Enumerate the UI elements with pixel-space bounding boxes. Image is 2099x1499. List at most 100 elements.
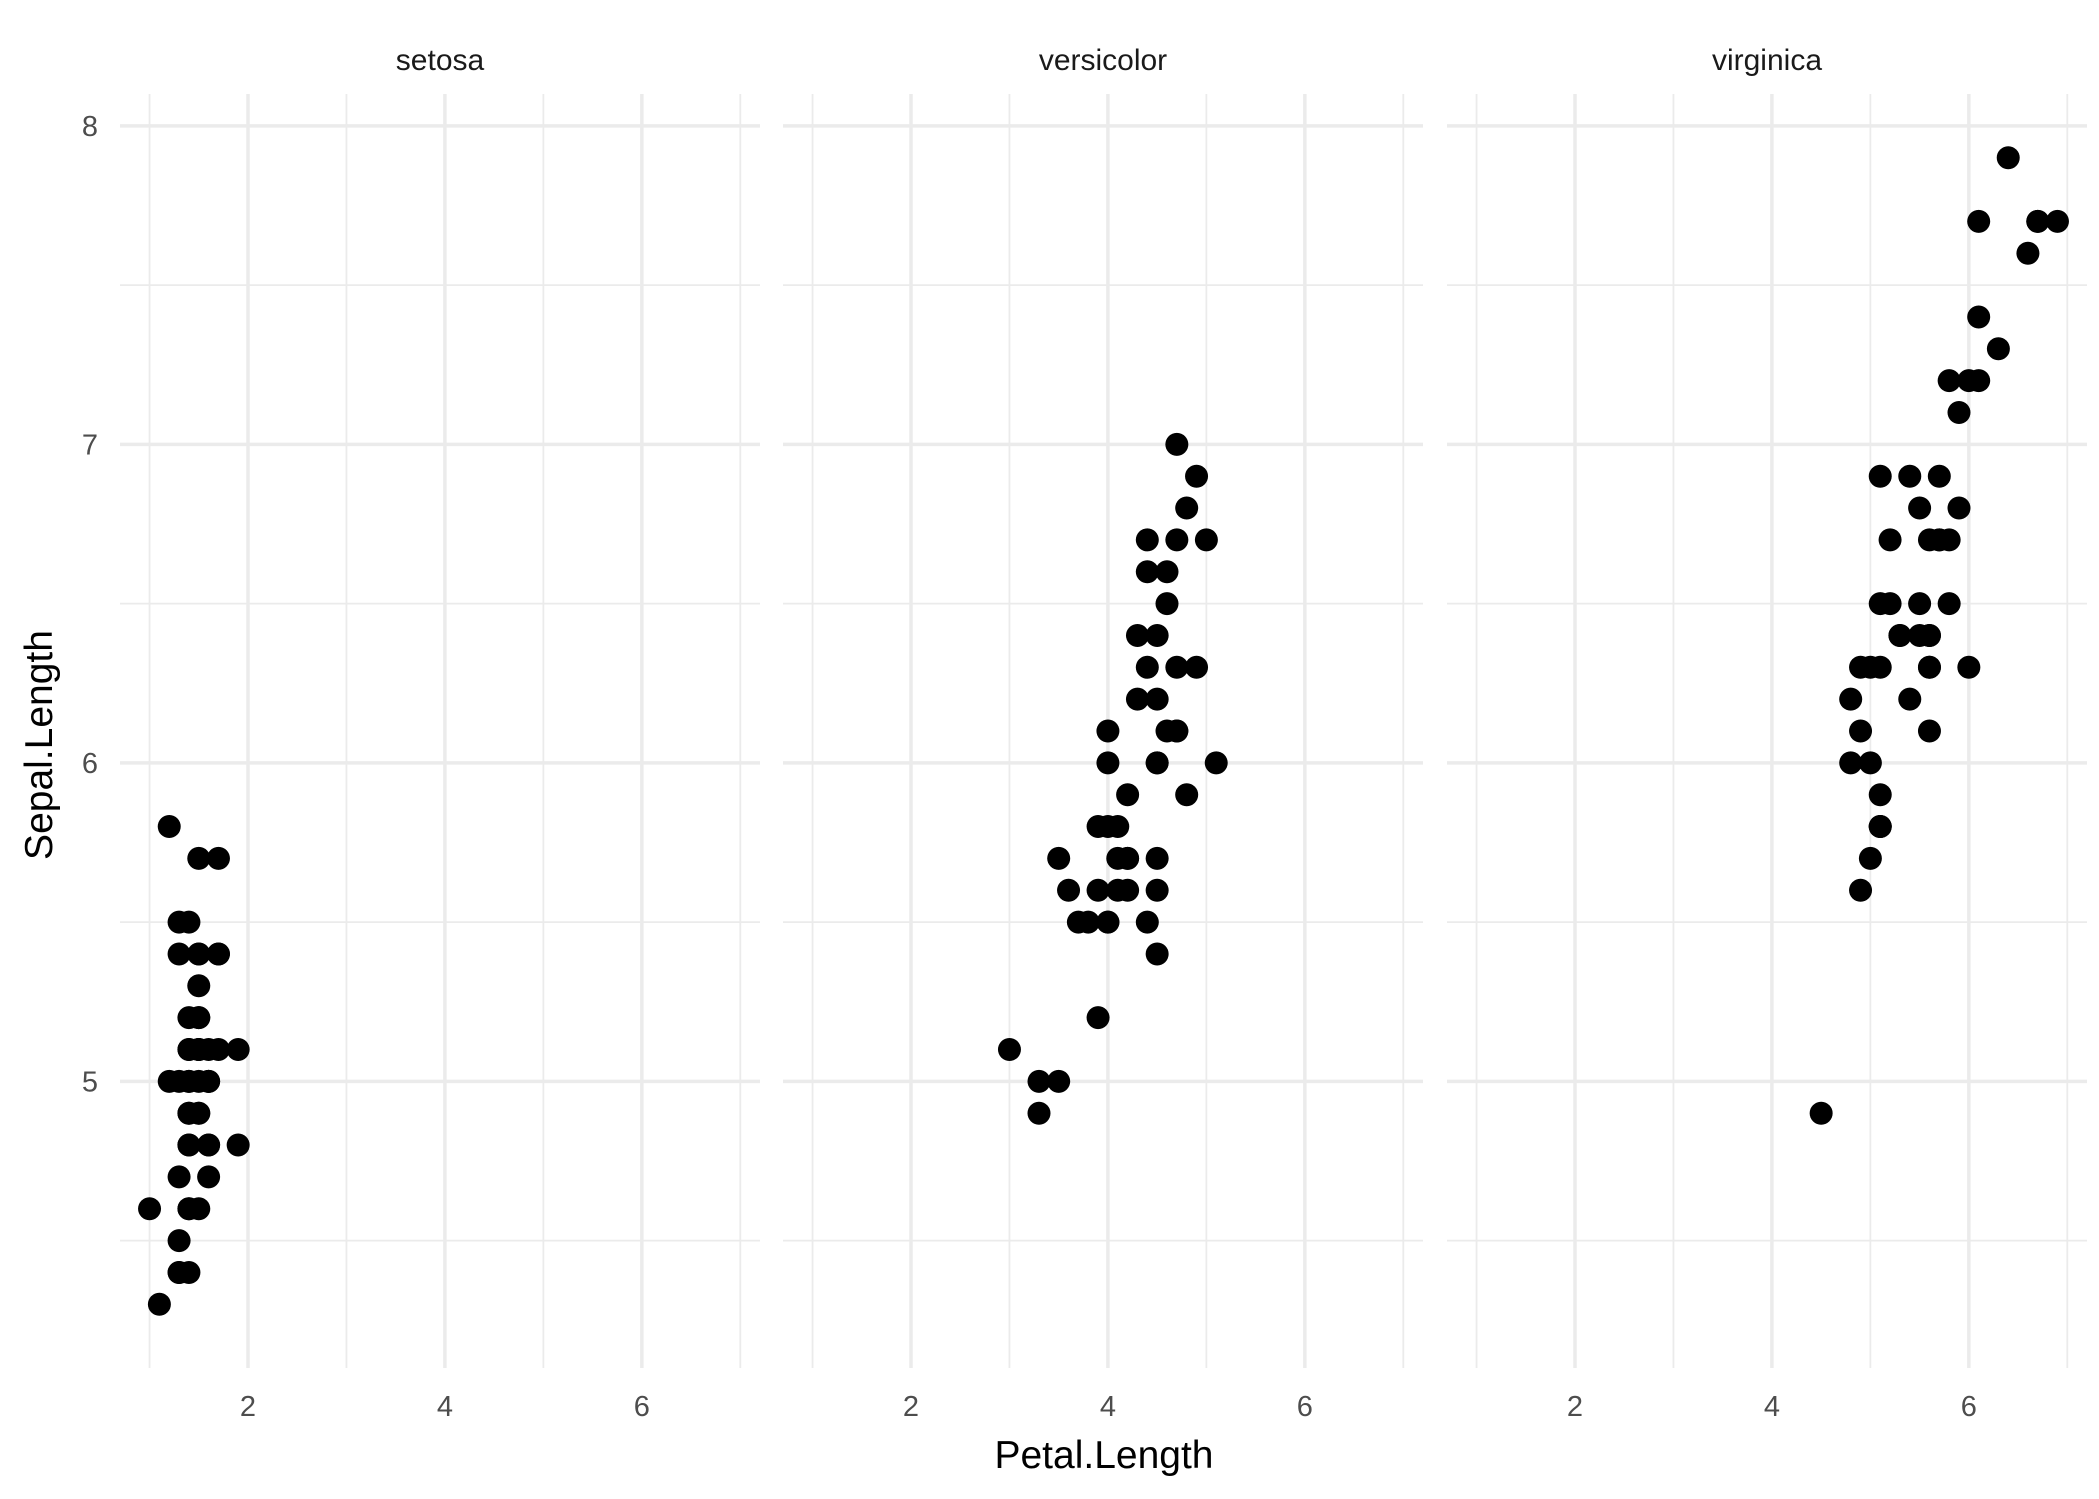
points-versicolor [997, 432, 1228, 1125]
data-point [1858, 846, 1882, 870]
y-tick-label: 6 [82, 748, 98, 780]
data-point [1096, 719, 1120, 743]
data-point [147, 1292, 171, 1316]
data-point [1917, 655, 1941, 679]
data-point [1888, 623, 1912, 647]
x-tick-label: 2 [1567, 1391, 1583, 1423]
data-point [1868, 815, 1892, 839]
data-point [1908, 623, 1932, 647]
data-point [1986, 337, 2010, 361]
data-point [1898, 464, 1922, 488]
data-point [1937, 592, 1961, 616]
data-point [1027, 1101, 1051, 1125]
data-point [1145, 623, 1169, 647]
data-point [1135, 910, 1159, 934]
data-point [206, 846, 230, 870]
data-point [1858, 655, 1882, 679]
data-point [1858, 751, 1882, 775]
data-point [1839, 687, 1863, 711]
data-point [197, 1038, 221, 1061]
data-point [1145, 878, 1169, 902]
data-point [1937, 369, 1961, 393]
data-point [1927, 528, 1951, 552]
data-point [187, 1006, 211, 1030]
data-point [1106, 846, 1130, 870]
data-point [1155, 592, 1179, 616]
facet-panel-setosa: 2 4 6 setosa [120, 44, 760, 1423]
data-point [1996, 146, 2020, 170]
data-point [1849, 878, 1873, 902]
data-point [2016, 241, 2040, 265]
data-point [1908, 496, 1932, 520]
x-tick-label: 4 [1764, 1391, 1780, 1423]
data-point [1947, 401, 1971, 424]
data-point [1145, 942, 1169, 966]
facet-label-versicolor: versicolor [1039, 44, 1167, 77]
data-point [177, 1197, 201, 1221]
data-point [1967, 305, 1991, 329]
data-point [1878, 592, 1902, 616]
data-point [1868, 783, 1892, 807]
data-point [1145, 687, 1169, 711]
data-point [1809, 1101, 1833, 1125]
data-point [1096, 815, 1120, 839]
data-point [1194, 528, 1218, 552]
x-tick-label: 6 [1961, 1391, 1977, 1423]
data-point [2026, 209, 2050, 233]
data-point [177, 1069, 201, 1093]
data-point [1175, 783, 1199, 807]
data-point [1947, 496, 1971, 520]
y-tick-label: 7 [82, 429, 98, 461]
y-axis-title: Sepal.Length [18, 630, 61, 860]
data-point [197, 1165, 221, 1189]
data-point [1155, 719, 1179, 743]
data-point [1927, 464, 1951, 488]
data-point [1204, 751, 1228, 775]
data-point [167, 1165, 191, 1189]
data-point [187, 846, 211, 870]
facet-panels: 2 4 6 setosa 2 4 6 versicolor 2 4 6 virginica [120, 44, 2087, 1423]
data-point [177, 1133, 201, 1157]
data-point [167, 942, 191, 966]
data-point [1086, 878, 1110, 902]
data-point [1057, 878, 1081, 902]
data-point [1047, 846, 1071, 870]
data-point [1165, 432, 1189, 456]
points-virginica [1809, 146, 2069, 1125]
data-point [1145, 751, 1169, 775]
data-point [1027, 1069, 1051, 1093]
y-axis-tick-labels: 5 6 7 8 [82, 111, 98, 1098]
data-point [177, 1101, 201, 1125]
data-point [138, 1197, 162, 1221]
data-point [1878, 528, 1902, 552]
data-point [187, 942, 211, 966]
data-point [1185, 464, 1209, 488]
data-point [167, 910, 191, 934]
points-setosa [138, 815, 250, 1316]
data-point [157, 815, 181, 839]
data-point [187, 974, 211, 998]
x-tick-label: 2 [903, 1391, 919, 1423]
data-point [1175, 496, 1199, 520]
data-point [1125, 687, 1149, 711]
data-point [1047, 1069, 1071, 1093]
data-point [1868, 464, 1892, 488]
data-point [1839, 751, 1863, 775]
x-tick-label: 4 [437, 1391, 453, 1423]
x-tick-label: 4 [1100, 1391, 1116, 1423]
data-point [197, 1133, 221, 1157]
data-point [226, 1038, 250, 1061]
x-tick-label: 6 [634, 1391, 650, 1423]
data-point [167, 1229, 191, 1253]
data-point [206, 942, 230, 966]
data-point [1116, 783, 1140, 807]
data-point [1135, 528, 1159, 552]
data-point [1165, 655, 1189, 679]
data-point [1135, 560, 1159, 584]
data-point [1116, 878, 1140, 902]
data-point [1145, 846, 1169, 870]
data-point [226, 1133, 250, 1157]
data-point [997, 1038, 1021, 1061]
data-point [197, 1069, 221, 1093]
